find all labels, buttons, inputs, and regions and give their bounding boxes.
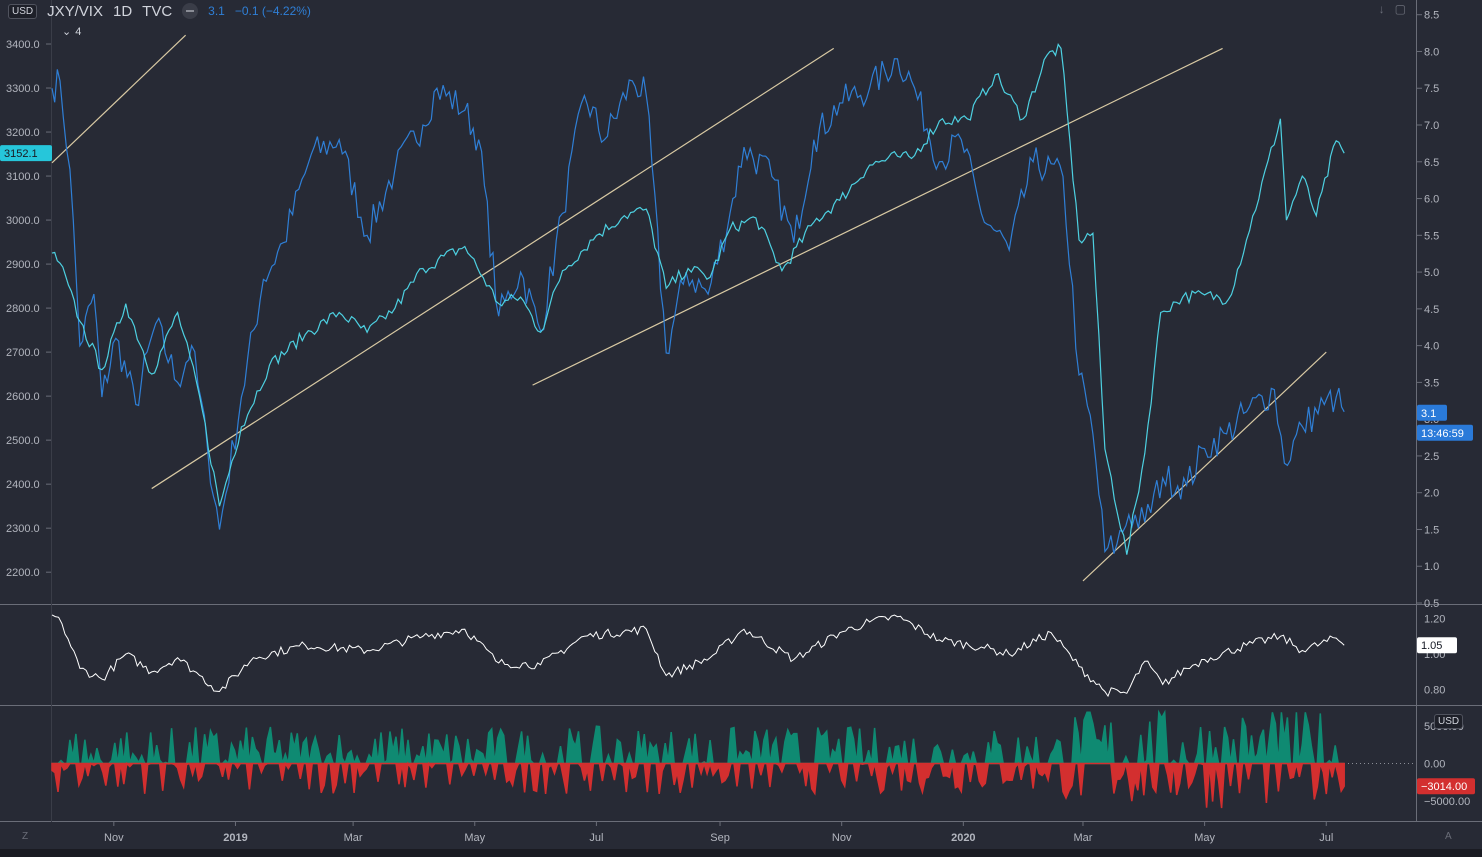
ratio-value-tag-text: 3.1 [1421, 408, 1436, 420]
histogram-positive [52, 709, 1345, 767]
histogram-value-tag-bg [1417, 778, 1475, 795]
left-axis-label: 2500.0 [6, 435, 40, 447]
right-axis-label: 1.0 [1424, 561, 1439, 573]
x-axis-label: Mar [344, 832, 363, 844]
trendline [532, 47, 1223, 386]
legend-value: 3.1 [208, 4, 225, 18]
oscillator-axis-label: 1.20 [1424, 613, 1445, 625]
timezone-button[interactable]: Z [22, 831, 29, 842]
chevron-down-icon: ⌄ [62, 26, 72, 38]
trendline [51, 34, 187, 164]
right-axis-label: 4.0 [1424, 341, 1439, 353]
currency-badge-bottom[interactable]: USD [1434, 714, 1464, 729]
x-axis-label: Jul [589, 832, 603, 844]
left-axis-label: 3200.0 [6, 127, 40, 139]
chart-header: USD JXY/VIX 1D TVC 3.1 −0.1 (−4.22%) [8, 2, 311, 20]
legend-change: −0.1 (−4.22%) [234, 4, 311, 18]
left-axis-label: 3400.0 [6, 39, 40, 51]
right-axis-label: 3.5 [1424, 377, 1439, 389]
left-axis-label: 3300.0 [6, 83, 40, 95]
symbol-name[interactable]: JXY/VIX [47, 2, 103, 20]
oscillator-axis-label: 0.80 [1424, 685, 1445, 697]
x-axis-label: 2019 [223, 832, 247, 844]
right-axis-label: 0.5 [1424, 598, 1439, 610]
countdown-tag-bg [1417, 424, 1473, 441]
collapse-indicators-button[interactable]: ⌄ 4 [62, 25, 82, 39]
axes: 2200.0 2300.0 2400.0 2500.0 2600.0 2700.0 2800… [0, 10, 1475, 844]
left-axis-label: 3000.0 [6, 215, 40, 227]
interval-label[interactable]: 1D [112, 2, 133, 20]
maximize-icon[interactable]: ▢ [1394, 2, 1406, 16]
oscillator-line [51, 614, 1345, 698]
x-axis-label: Nov [832, 832, 852, 844]
x-axis-label: 2020 [951, 832, 975, 844]
histogram-pane: 5000.000.00−5000.00 [51, 709, 1470, 809]
trendlines[interactable] [51, 34, 1327, 582]
last-price-tag: 3152.1 [0, 145, 52, 162]
right-axis-label: 1.5 [1424, 524, 1439, 536]
arrow-down-icon[interactable]: ↓ [1378, 2, 1385, 16]
price-series [51, 42, 1345, 555]
pane-controls: ↓ ▢ [1379, 2, 1406, 16]
oscillator-pane: 0.801.001.20 [51, 613, 1445, 698]
ratio-value-tag: 3.1 [1417, 404, 1447, 421]
oscillator-value-tag-text: 1.05 [1421, 640, 1442, 652]
left-axis-label: 3100.0 [6, 171, 40, 183]
right-axis-label: 7.5 [1424, 83, 1439, 95]
trendline [151, 47, 835, 490]
last-price-tag-text: 3152.1 [4, 148, 38, 160]
hide-series-icon[interactable] [182, 3, 199, 19]
histogram-axis-label: 0.00 [1424, 759, 1445, 771]
x-axis-label: Mar [1074, 832, 1093, 844]
index-series-line [51, 42, 1345, 555]
right-axis-label: 2.5 [1424, 451, 1439, 463]
right-axis-label: 5.0 [1424, 267, 1439, 279]
left-axis-label: 2300.0 [6, 523, 40, 535]
countdown-tag: 13:46:59 [1417, 424, 1473, 441]
indicator-count: 4 [75, 25, 82, 38]
bottom-strip [0, 849, 1482, 857]
x-axis-label: May [1194, 832, 1215, 844]
right-axis-label: 7.0 [1424, 120, 1439, 132]
histogram-negative [51, 760, 1345, 809]
left-axis-label: 2800.0 [6, 303, 40, 315]
source-label: TVC [142, 2, 173, 20]
histogram-value-tag: −3014.00 [1417, 778, 1475, 795]
right-axis-label: 8.5 [1424, 10, 1439, 22]
ratio-value-tag-bg [1417, 404, 1447, 421]
x-axis-label: Nov [104, 832, 124, 844]
left-axis-label: 2200.0 [6, 567, 40, 579]
right-axis-label: 6.5 [1424, 157, 1439, 169]
left-axis-label: 2400.0 [6, 479, 40, 491]
trendline [1082, 351, 1327, 582]
left-axis-label: 2700.0 [6, 347, 40, 359]
last-price-tag-bg [0, 145, 52, 162]
right-axis-label: 4.5 [1424, 304, 1439, 316]
histogram-axis-label: −5000.00 [1424, 796, 1470, 808]
x-axis-label: May [464, 832, 485, 844]
oscillator-value-tag-bg [1417, 637, 1457, 654]
ratio-series-line [51, 58, 1345, 554]
x-axis-label: Jul [1319, 832, 1333, 844]
right-axis-label: 6.0 [1424, 194, 1439, 206]
histogram-value-tag-text: −3014.00 [1421, 781, 1467, 793]
right-axis-label: 8.0 [1424, 46, 1439, 58]
x-axis-label: Sep [710, 832, 730, 844]
auto-scale-button[interactable]: A [1445, 831, 1452, 842]
oscillator-value-tag: 1.05 [1417, 637, 1457, 654]
left-axis-label: 2600.0 [6, 391, 40, 403]
left-axis-label: 2900.0 [6, 259, 40, 271]
right-axis-label: 2.0 [1424, 488, 1439, 500]
right-axis-label: 5.5 [1424, 230, 1439, 242]
currency-badge[interactable]: USD [8, 3, 38, 19]
countdown-tag-text: 13:46:59 [1421, 428, 1464, 440]
